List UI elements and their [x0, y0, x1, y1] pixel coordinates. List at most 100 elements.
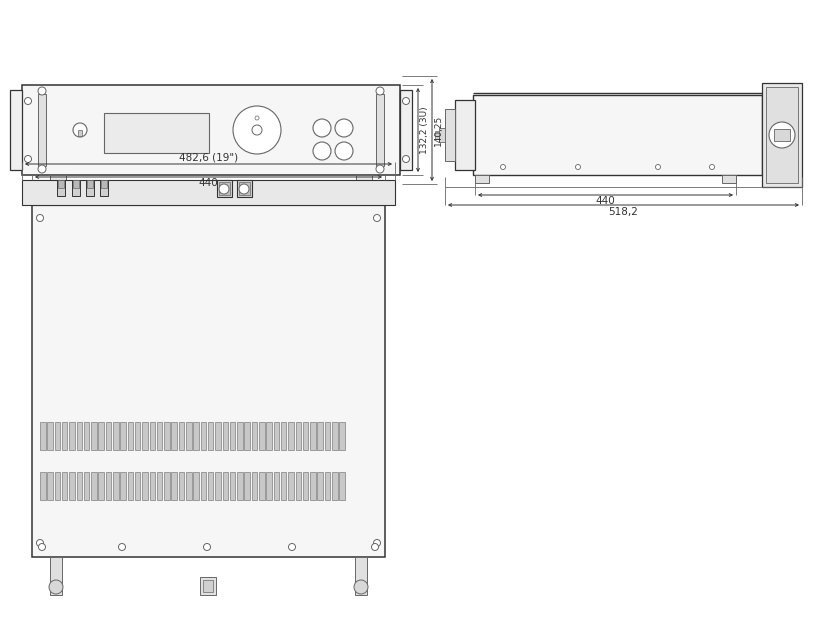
Bar	[135, 472, 140, 500]
Bar	[252, 472, 257, 500]
Circle shape	[769, 122, 795, 148]
Bar	[69, 472, 75, 500]
Bar	[310, 422, 316, 450]
Bar	[120, 472, 125, 500]
Bar	[223, 472, 228, 500]
Circle shape	[73, 123, 87, 137]
Bar	[722, 175, 736, 183]
Bar	[157, 422, 163, 450]
Bar	[106, 422, 111, 450]
Bar	[179, 472, 184, 500]
Bar	[40, 472, 45, 500]
Bar	[98, 422, 104, 450]
Circle shape	[252, 125, 262, 135]
Circle shape	[313, 119, 331, 137]
Circle shape	[371, 544, 379, 551]
Bar	[339, 472, 345, 500]
Circle shape	[403, 156, 409, 163]
Bar	[113, 472, 119, 500]
Bar	[325, 472, 330, 500]
Bar	[77, 472, 82, 500]
Bar	[244, 422, 250, 450]
Circle shape	[576, 164, 581, 169]
Bar	[32, 200, 385, 557]
Bar	[172, 422, 177, 450]
Bar	[219, 182, 230, 195]
Text: 440: 440	[596, 196, 615, 206]
Bar	[91, 472, 97, 500]
Bar	[295, 472, 301, 500]
Bar	[38, 94, 46, 166]
Bar	[172, 472, 177, 500]
Text: 140,25: 140,25	[434, 115, 443, 146]
Bar	[303, 422, 309, 450]
Circle shape	[233, 106, 281, 154]
Circle shape	[376, 165, 384, 173]
Bar	[239, 182, 250, 195]
Bar	[473, 95, 762, 175]
Circle shape	[239, 184, 249, 194]
Circle shape	[25, 156, 31, 163]
Bar	[310, 472, 316, 500]
Circle shape	[710, 164, 714, 169]
Bar	[179, 422, 184, 450]
Bar	[259, 472, 265, 500]
Bar	[73, 180, 79, 188]
Bar	[215, 472, 221, 500]
Bar	[78, 130, 82, 136]
Circle shape	[204, 544, 210, 551]
Bar	[280, 472, 286, 500]
Bar	[200, 422, 206, 450]
Bar	[120, 422, 125, 450]
Bar	[87, 180, 93, 188]
Bar	[325, 422, 330, 450]
Bar	[259, 422, 265, 450]
Bar	[215, 422, 221, 450]
Bar	[57, 180, 65, 196]
Bar	[475, 175, 489, 183]
Bar	[208, 422, 214, 450]
Bar	[200, 577, 216, 595]
Bar	[149, 472, 155, 500]
Bar	[193, 472, 199, 500]
Bar	[72, 180, 80, 196]
Circle shape	[25, 98, 31, 105]
Bar	[54, 422, 60, 450]
Bar	[86, 180, 94, 196]
Circle shape	[656, 164, 661, 169]
Bar	[295, 422, 301, 450]
Bar	[135, 422, 140, 450]
Bar	[186, 422, 191, 450]
Bar	[54, 472, 60, 500]
Bar	[244, 472, 250, 500]
Bar	[266, 472, 271, 500]
Bar	[186, 472, 191, 500]
Bar	[203, 580, 213, 592]
Bar	[84, 422, 89, 450]
Bar	[47, 422, 53, 450]
Bar	[128, 422, 133, 450]
Bar	[762, 83, 802, 187]
Bar	[200, 472, 206, 500]
Bar	[223, 422, 228, 450]
Bar	[22, 85, 400, 175]
Bar	[356, 175, 372, 183]
Circle shape	[219, 184, 229, 194]
Bar	[22, 180, 395, 205]
Bar	[435, 131, 439, 139]
Bar	[303, 472, 309, 500]
Bar	[288, 472, 294, 500]
Circle shape	[313, 142, 331, 160]
Bar	[50, 557, 62, 595]
Circle shape	[374, 539, 380, 546]
Bar	[355, 557, 367, 595]
Bar	[58, 180, 64, 188]
Circle shape	[49, 580, 63, 594]
Circle shape	[39, 544, 45, 551]
Bar	[280, 422, 286, 450]
Bar	[164, 472, 170, 500]
Bar	[332, 472, 337, 500]
Circle shape	[255, 116, 259, 120]
Bar	[50, 175, 66, 183]
Bar	[149, 422, 155, 450]
